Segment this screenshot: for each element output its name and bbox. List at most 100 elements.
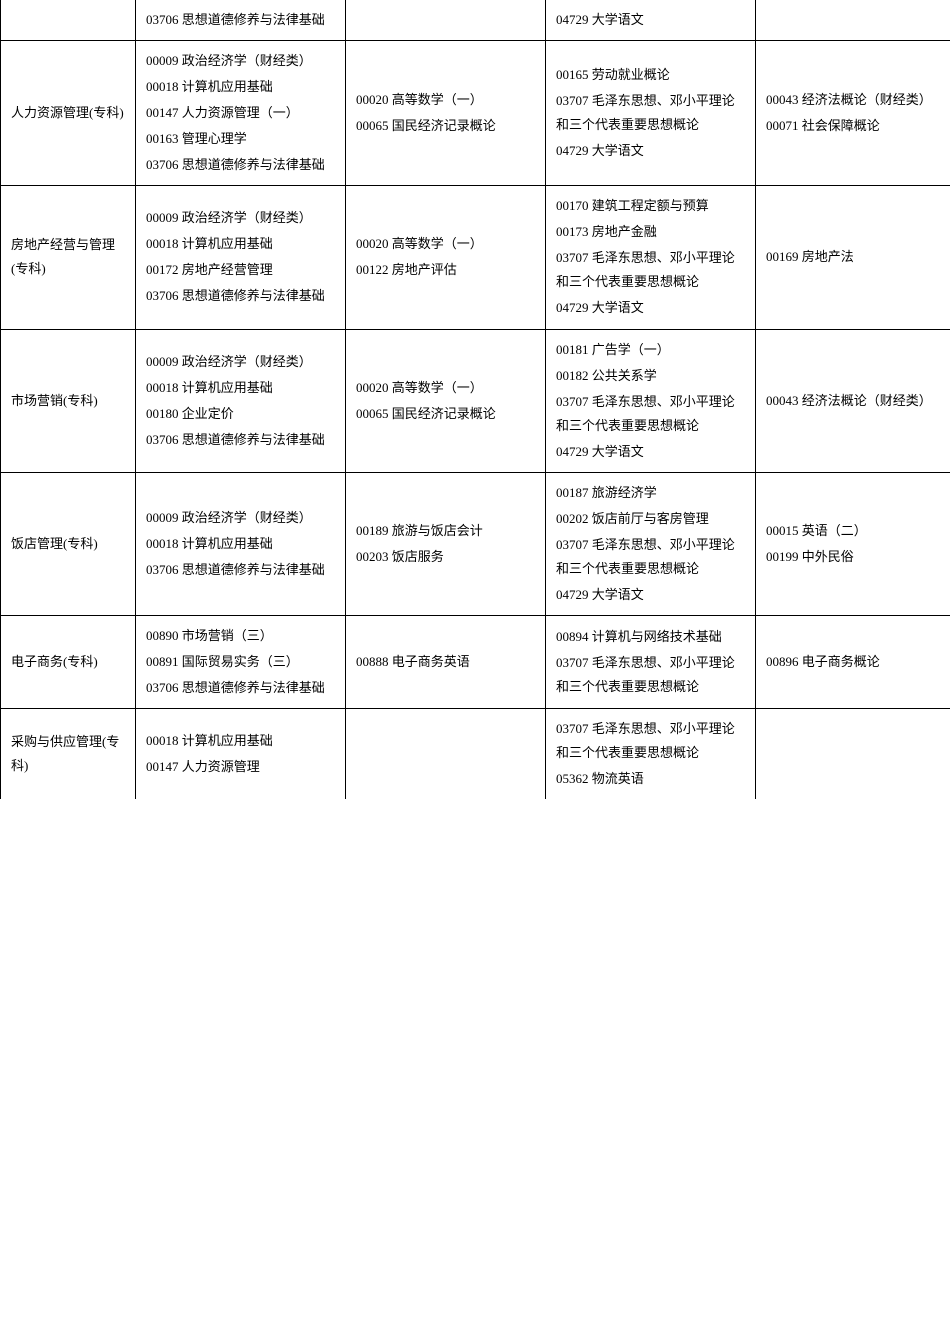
course-item: 03706 思想道德修养与法律基础	[146, 558, 335, 582]
course-item: 03707 毛泽东思想、邓小平理论和三个代表重要思想概论	[556, 89, 745, 137]
table-row: 人力资源管理(专科)00009 政治经济学（财经类）00018 计算机应用基础0…	[1, 41, 950, 186]
course-item: 04729 大学语文	[556, 139, 745, 163]
course-item: 00043 经济法概论（财经类）	[766, 88, 940, 112]
course-item: 00018 计算机应用基础	[146, 376, 335, 400]
courses-col2: 00009 政治经济学（财经类）00018 计算机应用基础00147 人力资源管…	[136, 41, 346, 186]
course-item: 00202 饭店前厅与客房管理	[556, 507, 745, 531]
courses-col3	[346, 0, 546, 41]
course-item: 00891 国际贸易实务（三）	[146, 650, 335, 674]
major-cell: 电子商务(专科)	[1, 615, 136, 708]
course-item: 00065 国民经济记录概论	[356, 402, 535, 426]
courses-col4: 04729 大学语文	[546, 0, 756, 41]
course-item: 00187 旅游经济学	[556, 481, 745, 505]
courses-col5	[756, 709, 950, 800]
courses-col2: 03706 思想道德修养与法律基础	[136, 0, 346, 41]
course-item: 03707 毛泽东思想、邓小平理论和三个代表重要思想概论	[556, 717, 745, 765]
courses-col3: 00189 旅游与饭店会计00203 饭店服务	[346, 472, 546, 615]
courses-col5: 00169 房地产法	[756, 186, 950, 329]
table-row: 房地产经营与管理(专科)00009 政治经济学（财经类）00018 计算机应用基…	[1, 186, 950, 329]
course-item: 00163 管理心理学	[146, 127, 335, 151]
course-item: 00147 人力资源管理	[146, 755, 335, 779]
courses-col3	[346, 709, 546, 800]
courses-col2: 00018 计算机应用基础00147 人力资源管理	[136, 709, 346, 800]
courses-col5: 00043 经济法概论（财经类）	[756, 329, 950, 472]
course-item: 00173 房地产金融	[556, 220, 745, 244]
course-item: 04729 大学语文	[556, 296, 745, 320]
courses-col3: 00020 高等数学（一）00122 房地产评估	[346, 186, 546, 329]
table-row: 市场营销(专科)00009 政治经济学（财经类）00018 计算机应用基础001…	[1, 329, 950, 472]
course-item: 04729 大学语文	[556, 440, 745, 464]
courses-col4: 03707 毛泽东思想、邓小平理论和三个代表重要思想概论05362 物流英语	[546, 709, 756, 800]
course-item: 03706 思想道德修养与法律基础	[146, 8, 335, 32]
courses-col4: 00165 劳动就业概论03707 毛泽东思想、邓小平理论和三个代表重要思想概论…	[546, 41, 756, 186]
course-item: 00181 广告学（一）	[556, 338, 745, 362]
course-table: 03706 思想道德修养与法律基础04729 大学语文人力资源管理(专科)000…	[0, 0, 950, 799]
course-item: 00009 政治经济学（财经类）	[146, 49, 335, 73]
course-item: 00203 饭店服务	[356, 545, 535, 569]
courses-col5: 00043 经济法概论（财经类）00071 社会保障概论	[756, 41, 950, 186]
course-item: 00020 高等数学（一）	[356, 88, 535, 112]
major-cell	[1, 0, 136, 41]
course-item: 04729 大学语文	[556, 8, 745, 32]
major-cell: 饭店管理(专科)	[1, 472, 136, 615]
courses-col3: 00020 高等数学（一）00065 国民经济记录概论	[346, 329, 546, 472]
course-item: 00165 劳动就业概论	[556, 63, 745, 87]
course-item: 00071 社会保障概论	[766, 114, 940, 138]
course-item: 00018 计算机应用基础	[146, 232, 335, 256]
major-cell: 采购与供应管理(专科)	[1, 709, 136, 800]
courses-col2: 00890 市场营销（三）00891 国际贸易实务（三）03706 思想道德修养…	[136, 615, 346, 708]
major-cell: 房地产经营与管理(专科)	[1, 186, 136, 329]
courses-col3: 00888 电子商务英语	[346, 615, 546, 708]
course-item: 04729 大学语文	[556, 583, 745, 607]
course-item: 00169 房地产法	[766, 245, 940, 269]
course-item: 03706 思想道德修养与法律基础	[146, 284, 335, 308]
table-row: 饭店管理(专科)00009 政治经济学（财经类）00018 计算机应用基础037…	[1, 472, 950, 615]
course-item: 00199 中外民俗	[766, 545, 940, 569]
courses-col2: 00009 政治经济学（财经类）00018 计算机应用基础00172 房地产经营…	[136, 186, 346, 329]
table-row: 采购与供应管理(专科)00018 计算机应用基础00147 人力资源管理0370…	[1, 709, 950, 800]
courses-col2: 00009 政治经济学（财经类）00018 计算机应用基础00180 企业定价0…	[136, 329, 346, 472]
course-item: 00890 市场营销（三）	[146, 624, 335, 648]
course-item: 03707 毛泽东思想、邓小平理论和三个代表重要思想概论	[556, 246, 745, 294]
course-item: 00043 经济法概论（财经类）	[766, 389, 940, 413]
courses-col5: 00015 英语（二）00199 中外民俗	[756, 472, 950, 615]
courses-col4: 00170 建筑工程定额与预算00173 房地产金融03707 毛泽东思想、邓小…	[546, 186, 756, 329]
course-item: 03706 思想道德修养与法律基础	[146, 428, 335, 452]
course-item: 00020 高等数学（一）	[356, 376, 535, 400]
courses-col3: 00020 高等数学（一）00065 国民经济记录概论	[346, 41, 546, 186]
course-item: 00180 企业定价	[146, 402, 335, 426]
courses-col5	[756, 0, 950, 41]
course-item: 00189 旅游与饭店会计	[356, 519, 535, 543]
course-item: 00894 计算机与网络技术基础	[556, 625, 745, 649]
courses-col4: 00187 旅游经济学00202 饭店前厅与客房管理03707 毛泽东思想、邓小…	[546, 472, 756, 615]
course-item: 00018 计算机应用基础	[146, 729, 335, 753]
course-item: 00009 政治经济学（财经类）	[146, 350, 335, 374]
course-item: 00065 国民经济记录概论	[356, 114, 535, 138]
course-item: 00020 高等数学（一）	[356, 232, 535, 256]
course-item: 00009 政治经济学（财经类）	[146, 506, 335, 530]
courses-col2: 00009 政治经济学（财经类）00018 计算机应用基础03706 思想道德修…	[136, 472, 346, 615]
course-item: 03707 毛泽东思想、邓小平理论和三个代表重要思想概论	[556, 533, 745, 581]
table-row: 03706 思想道德修养与法律基础 04729 大学语文	[1, 0, 950, 41]
course-item: 03706 思想道德修养与法律基础	[146, 153, 335, 177]
major-cell: 人力资源管理(专科)	[1, 41, 136, 186]
course-item: 00018 计算机应用基础	[146, 532, 335, 556]
course-item: 00122 房地产评估	[356, 258, 535, 282]
course-item: 03707 毛泽东思想、邓小平理论和三个代表重要思想概论	[556, 390, 745, 438]
course-item: 00018 计算机应用基础	[146, 75, 335, 99]
course-item: 00888 电子商务英语	[356, 650, 535, 674]
course-item: 00172 房地产经营管理	[146, 258, 335, 282]
course-item: 00147 人力资源管理（一）	[146, 101, 335, 125]
courses-col5: 00896 电子商务概论	[756, 615, 950, 708]
courses-col4: 00894 计算机与网络技术基础03707 毛泽东思想、邓小平理论和三个代表重要…	[546, 615, 756, 708]
course-item: 00896 电子商务概论	[766, 650, 940, 674]
major-cell: 市场营销(专科)	[1, 329, 136, 472]
course-item: 05362 物流英语	[556, 767, 745, 791]
course-item: 00182 公共关系学	[556, 364, 745, 388]
course-item: 00009 政治经济学（财经类）	[146, 206, 335, 230]
course-item: 03707 毛泽东思想、邓小平理论和三个代表重要思想概论	[556, 651, 745, 699]
courses-col4: 00181 广告学（一）00182 公共关系学03707 毛泽东思想、邓小平理论…	[546, 329, 756, 472]
course-item: 00170 建筑工程定额与预算	[556, 194, 745, 218]
course-item: 00015 英语（二）	[766, 519, 940, 543]
course-item: 03706 思想道德修养与法律基础	[146, 676, 335, 700]
